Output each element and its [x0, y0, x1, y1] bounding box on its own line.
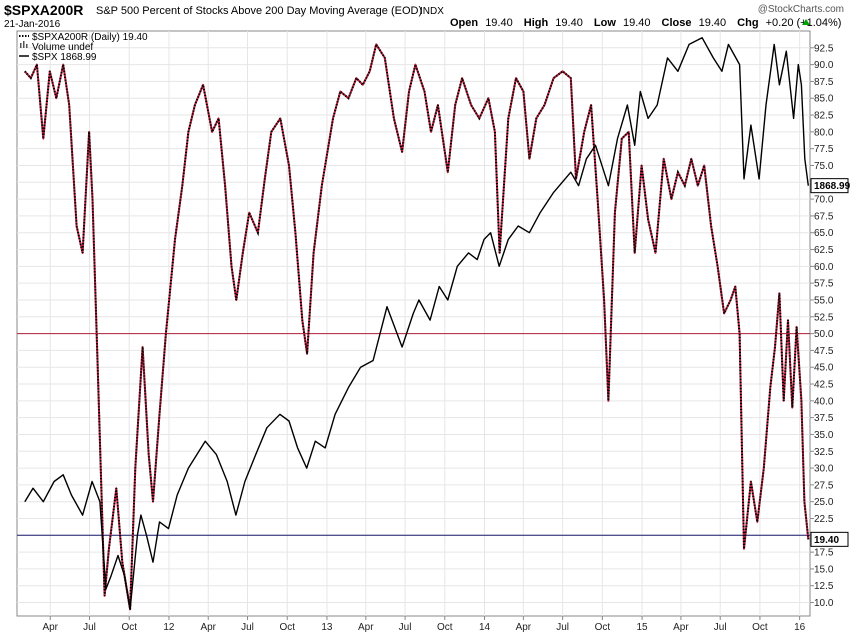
- y-tick-label: 37.5: [814, 413, 834, 424]
- plot-frame: [16, 30, 811, 617]
- x-tick-label: Jul: [83, 622, 96, 633]
- legend-volume-bars-icon: [20, 41, 28, 48]
- y-tick-label: 62.5: [814, 245, 834, 256]
- legend-spxa200r: $SPXA200R (Daily) 19.40: [32, 32, 148, 43]
- y-axis-ticks: 10.012.515.017.520.022.525.027.530.032.5…: [810, 43, 834, 609]
- y-tick-label: 55.0: [814, 295, 834, 306]
- y-tick-label: 67.5: [814, 211, 834, 222]
- chart-exchange: INDX: [420, 6, 444, 17]
- low-value: 19.40: [623, 17, 651, 29]
- spxa200r-price-badge-text: 19.40: [814, 535, 839, 546]
- chg-up-arrow-icon: [802, 19, 810, 25]
- y-tick-label: 92.5: [814, 43, 834, 54]
- spx-price-badge: 1868.99: [810, 178, 850, 194]
- y-tick-label: 40.0: [814, 396, 834, 407]
- y-tick-label: 85.0: [814, 94, 834, 105]
- x-tick-label: Oct: [121, 622, 137, 633]
- spx-price-badge-text: 1868.99: [814, 181, 850, 192]
- y-tick-label: 15.0: [814, 564, 834, 575]
- x-tick-label: 15: [637, 622, 649, 633]
- low-label: Low: [594, 17, 616, 29]
- series-group: [24, 37, 810, 611]
- y-tick-label: 27.5: [814, 480, 834, 491]
- spxa200r-price-badge: 19.40: [810, 531, 849, 547]
- y-tick-label: 42.5: [814, 380, 834, 391]
- x-tick-label: Oct: [752, 622, 768, 633]
- x-tick-label: Apr: [200, 622, 216, 633]
- x-axis-ticks: Apr Jul Oct 12 Apr Jul Oct 13 Apr Jul Oct 14 Apr Jul O…: [42, 616, 806, 633]
- x-tick-label: 16: [794, 622, 806, 633]
- open-value: 19.40: [485, 17, 513, 29]
- legend-spx: $SPX 1868.99: [32, 52, 97, 63]
- legend-volume: Volume undef: [32, 42, 93, 53]
- high-label: High: [524, 17, 549, 29]
- x-tick-label: Jul: [399, 622, 412, 633]
- x-tick-label: Apr: [42, 622, 58, 633]
- y-tick-label: 22.5: [814, 514, 834, 525]
- y-tick-label: 80.0: [814, 127, 834, 138]
- close-label: Close: [662, 17, 692, 29]
- y-tick-label: 12.5: [814, 581, 834, 592]
- x-tick-label: Apr: [358, 622, 374, 633]
- y-tick-label: 87.5: [814, 77, 834, 88]
- x-tick-label: Jul: [556, 622, 569, 633]
- y-tick-label: 60.0: [814, 262, 834, 273]
- x-tick-label: Oct: [437, 622, 453, 633]
- y-tick-label: 75.0: [814, 161, 834, 172]
- x-tick-label: Jul: [714, 622, 727, 633]
- y-tick-label: 70.0: [814, 195, 834, 206]
- x-tick-label: 12: [163, 622, 175, 633]
- open-label: Open: [450, 17, 478, 29]
- legend: $SPXA200R (Daily) 19.40 Volume undef $SP…: [19, 32, 148, 63]
- y-tick-label: 52.5: [814, 312, 834, 323]
- y-tick-label: 32.5: [814, 447, 834, 458]
- chart-watermark: @StockCharts.com: [758, 4, 844, 15]
- y-tick-label: 10.0: [814, 598, 834, 609]
- y-tick-label: 17.5: [814, 548, 834, 559]
- series-spxa200r-base: [24, 43, 810, 611]
- x-tick-label: Oct: [595, 622, 611, 633]
- x-tick-label: Oct: [279, 622, 295, 633]
- y-tick-label: 25.0: [814, 497, 834, 508]
- reference-lines: [17, 333, 810, 536]
- y-tick-label: 50.0: [814, 329, 834, 340]
- series-spx: [24, 37, 809, 610]
- close-value: 19.40: [699, 17, 727, 29]
- high-value: 19.40: [555, 17, 583, 29]
- y-tick-label: 65.0: [814, 228, 834, 239]
- y-tick-label: 57.5: [814, 279, 834, 290]
- y-tick-label: 35.0: [814, 430, 834, 441]
- chart-description: S&P 500 Percent of Stocks Above 200 Day …: [96, 5, 422, 17]
- ohlc-readout: Open 19.40 High 19.40 Low 19.40 Close 19…: [450, 17, 841, 29]
- y-tick-label: 90.0: [814, 60, 834, 71]
- x-tick-label: 13: [321, 622, 333, 633]
- x-tick-label: Apr: [673, 622, 689, 633]
- x-tick-label: Apr: [516, 622, 532, 633]
- y-tick-label: 30.0: [814, 464, 834, 475]
- x-tick-label: 14: [479, 622, 491, 633]
- grid: [17, 31, 810, 616]
- y-tick-label: 82.5: [814, 111, 834, 122]
- y-tick-label: 45.0: [814, 363, 834, 374]
- chg-label: Chg: [737, 17, 758, 29]
- series-spxa200r-dots: [24, 41, 810, 610]
- chart-date: 21-Jan-2016: [4, 19, 61, 30]
- y-tick-label: 77.5: [814, 144, 834, 155]
- y-tick-label: 47.5: [814, 346, 834, 357]
- x-tick-label: Jul: [241, 622, 254, 633]
- chart-symbol: $SPXA200R: [4, 2, 83, 18]
